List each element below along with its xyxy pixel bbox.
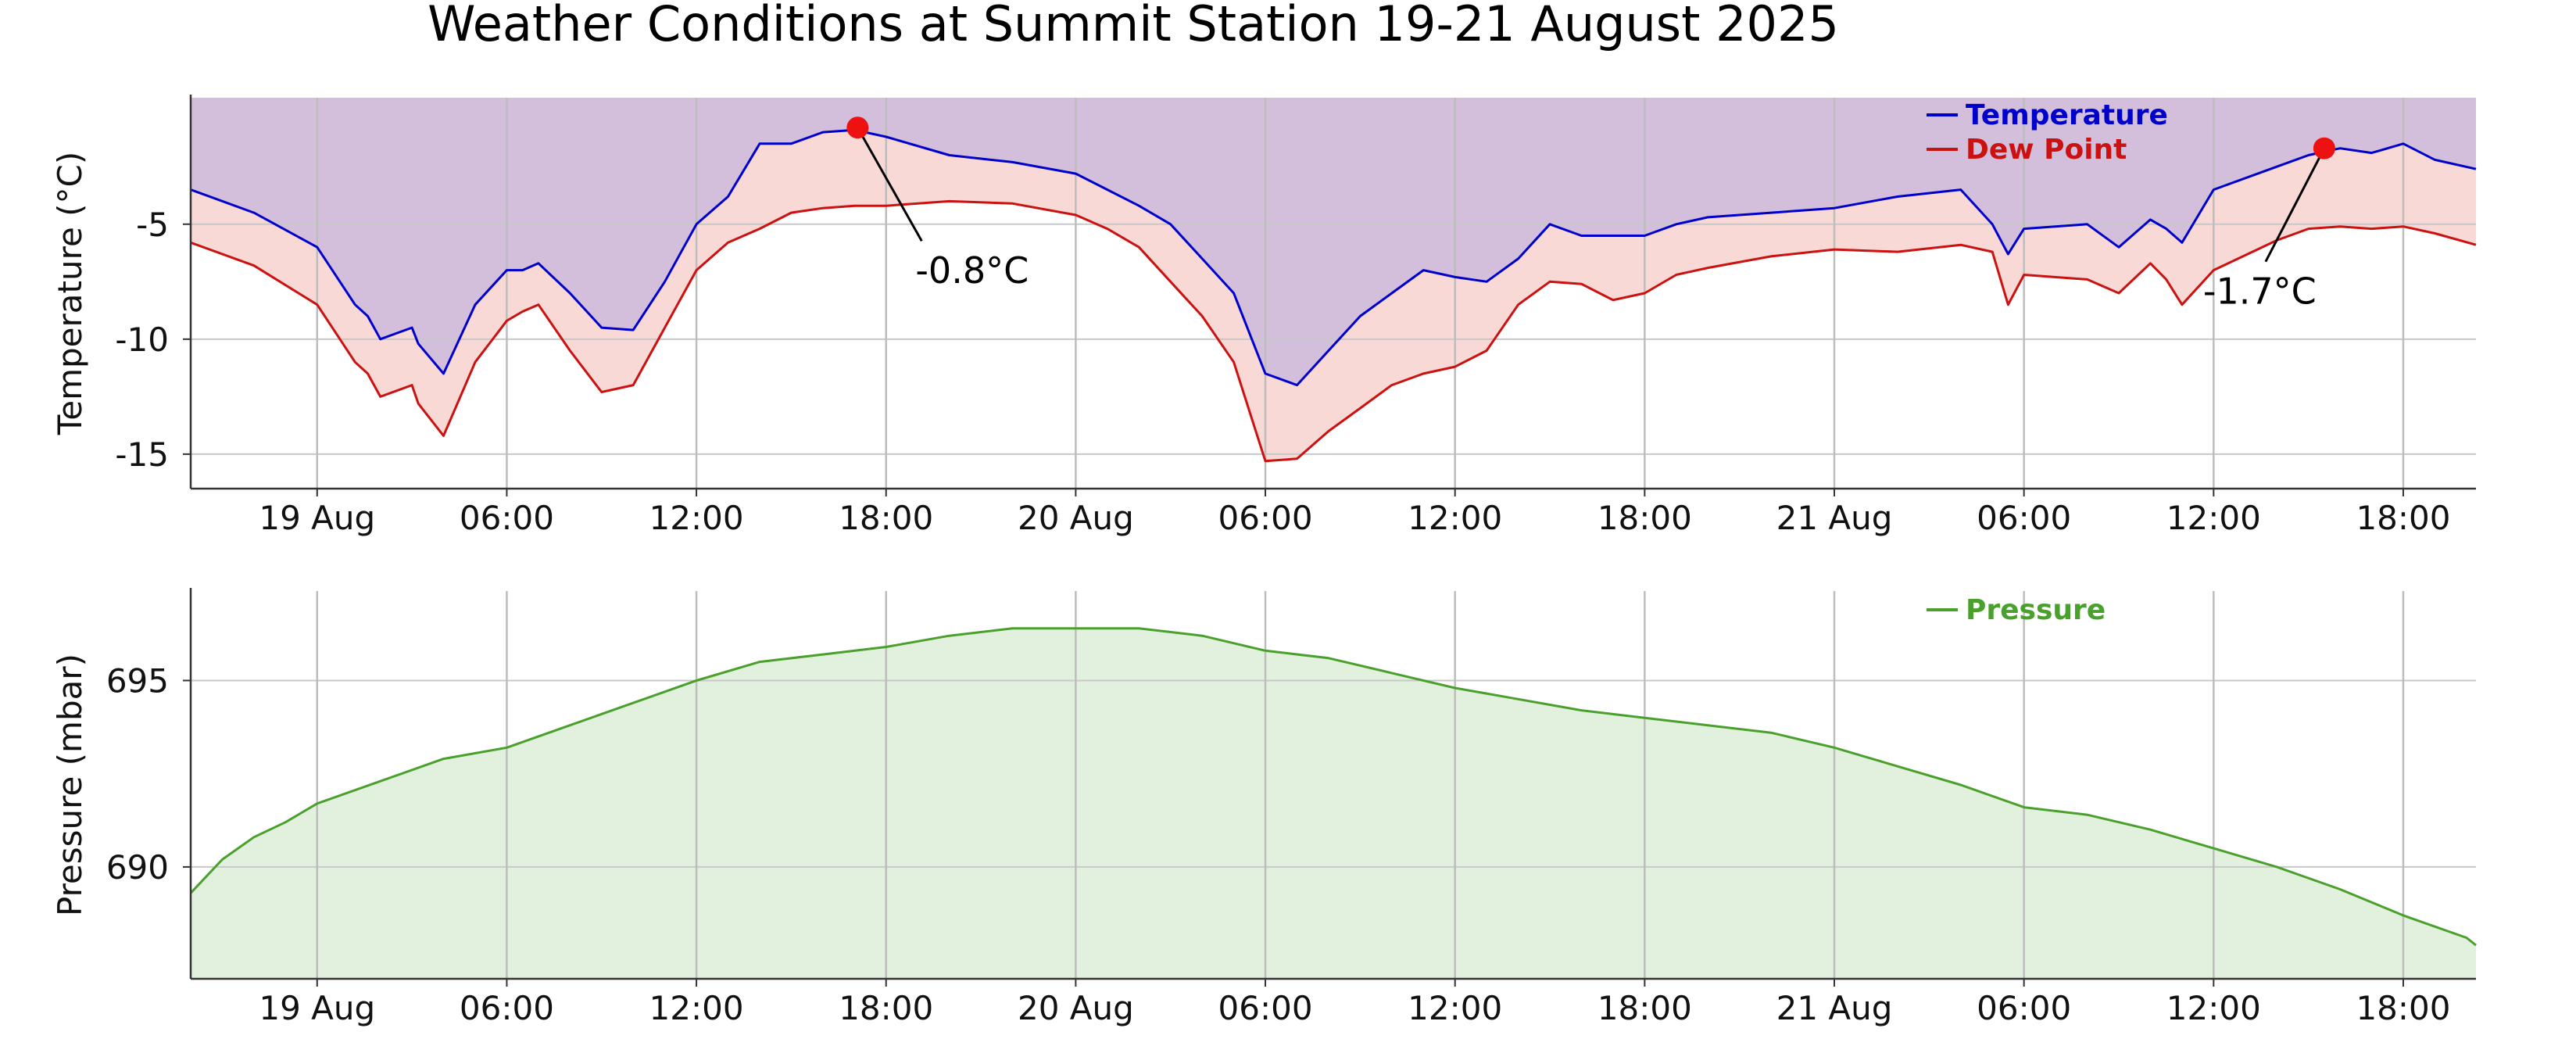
x-tick-label: 18:00 [1597,989,1692,1027]
chart-title: Weather Conditions at Summit Station 19-… [428,0,1839,52]
x-tick-label: 12:00 [1408,499,1502,537]
y-axis-label: Temperature (°C) [51,152,89,436]
legend-entry: Temperature [1966,99,2168,131]
x-tick-label: 06:00 [460,989,554,1027]
peak-marker [846,116,869,139]
x-tick-label: 18:00 [2356,499,2450,537]
legend-entry: Dew Point [1966,134,2127,166]
x-tick-label: 18:00 [839,499,933,537]
x-tick-label: 06:00 [1218,989,1313,1027]
temperature-panel: -5 -10 -15 19 Aug 06:00 12:00 18:00 20 Aug 06:00… [51,95,2477,537]
x-tick-label: 20 Aug [1018,989,1134,1027]
x-tick-label: 19 Aug [259,989,375,1027]
annotation-label: -1.7°C [2203,270,2317,313]
dew-point-line [190,199,2477,463]
x-tick-label: 12:00 [1408,989,1502,1027]
x-tick-label: 12:00 [2166,989,2261,1027]
x-tick-label: 18:00 [839,989,933,1027]
x-tick-label: 06:00 [460,499,554,537]
x-tick-label: 06:00 [1977,499,2071,537]
x-tick-label: 19 Aug [259,499,375,537]
above-temperature-fill [191,98,2476,385]
y-tick-label: 695 [106,661,169,700]
pressure-area-fill [191,628,2476,979]
x-tick-label: 18:00 [1597,499,1692,537]
annotation-leader [857,127,923,242]
y-tick-label: -15 [115,435,169,474]
y-tick-label: 690 [106,848,169,887]
temperature-line [190,128,2477,387]
y-axis-label: Pressure (mbar) [51,654,89,916]
annotation-label: -0.8°C [915,249,1029,292]
annotation-leader [2264,148,2326,263]
x-tick-label: 21 Aug [1776,499,1893,537]
legend-entry: Pressure [1966,594,2106,626]
x-tick-label: 20 Aug [1018,499,1134,537]
x-tick-label: 18:00 [2356,989,2450,1027]
pressure-line [189,627,2477,947]
peak-marker [2313,137,2335,159]
x-tick-label: 21 Aug [1776,989,1893,1027]
pressure-panel: 695 690 19 Aug 06:00 12:00 18:00 20 Aug 06:00 12… [51,588,2477,1027]
x-tick-label: 12:00 [649,989,744,1027]
x-tick-label: 12:00 [649,499,744,537]
x-tick-label: 06:00 [1218,499,1313,537]
y-tick-label: -10 [115,321,169,359]
x-tick-label: 06:00 [1977,989,2071,1027]
temperature-dewpoint-band [191,130,2476,461]
x-tick-label: 12:00 [2166,499,2261,537]
y-tick-label: -5 [136,206,169,244]
